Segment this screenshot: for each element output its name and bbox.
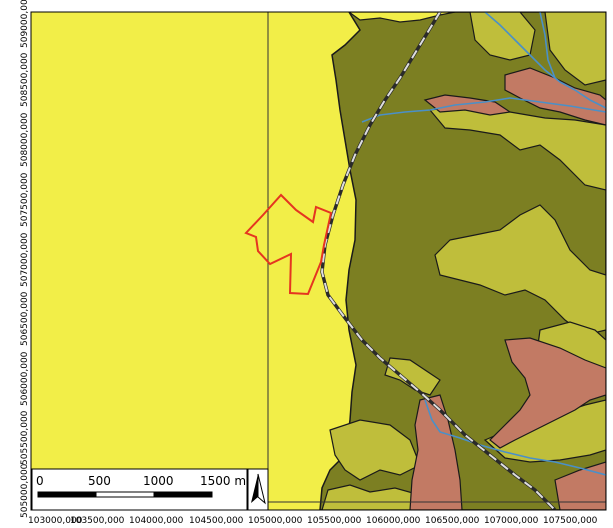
scale-bar-segment bbox=[154, 492, 212, 497]
scale-bar-label: 1000 bbox=[143, 474, 174, 488]
scale-bar-label: 1500 m bbox=[200, 474, 246, 488]
x-tick-label: 103500,000 bbox=[70, 516, 125, 526]
y-tick-label: 507000,000 bbox=[20, 232, 30, 287]
scale-bar: 0 500 1000 1500 m bbox=[32, 469, 247, 510]
scale-bar-segment bbox=[96, 492, 154, 497]
y-axis-labels: 509000,000 508500,000 508000,000 507500,… bbox=[20, 0, 30, 518]
y-tick-label: 508000,000 bbox=[20, 112, 30, 167]
x-tick-label: 104000,000 bbox=[129, 516, 184, 526]
y-tick-label: 508500,000 bbox=[20, 52, 30, 107]
scale-bar-label: 500 bbox=[88, 474, 111, 488]
y-tick-label: 509000,000 bbox=[20, 0, 30, 48]
x-tick-label: 106000,000 bbox=[366, 516, 421, 526]
x-tick-label: 107500,000 bbox=[543, 516, 598, 526]
x-tick-label: 107000,000 bbox=[484, 516, 539, 526]
x-tick-label: 106500,000 bbox=[425, 516, 480, 526]
x-tick-label: 104500,000 bbox=[189, 516, 244, 526]
scale-bar-segment bbox=[38, 492, 96, 497]
x-tick-label: 105500,000 bbox=[307, 516, 362, 526]
y-tick-label: 506500,000 bbox=[20, 291, 30, 346]
x-tick-label: 105000,000 bbox=[248, 516, 303, 526]
x-axis-labels: 103000,000 103500,000 104000,000 104500,… bbox=[28, 516, 598, 526]
y-tick-label: 507500,000 bbox=[20, 172, 30, 227]
north-arrow-icon bbox=[248, 469, 268, 510]
scale-bar-label: 0 bbox=[36, 474, 44, 488]
y-tick-label: 505500,000 bbox=[20, 410, 30, 465]
y-tick-label: 505000,000 bbox=[20, 463, 30, 518]
y-tick-label: 506000,000 bbox=[20, 351, 30, 406]
